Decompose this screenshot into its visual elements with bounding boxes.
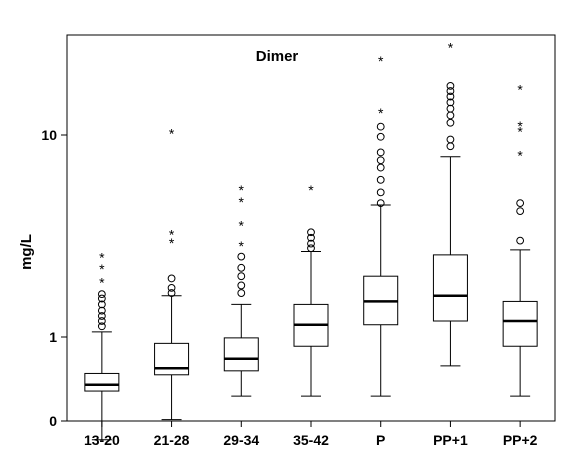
outlier-point bbox=[516, 199, 525, 208]
extreme-point: * bbox=[517, 124, 523, 140]
extreme-point: * bbox=[99, 275, 105, 291]
outlier-point bbox=[237, 289, 246, 297]
chart-title: Dimer bbox=[256, 48, 299, 65]
extreme-point: * bbox=[99, 250, 105, 266]
outlier-point bbox=[446, 118, 455, 127]
outlier-point bbox=[446, 98, 455, 107]
outlier-point bbox=[446, 92, 455, 101]
outlier-point bbox=[237, 281, 246, 290]
extreme-point: * bbox=[239, 238, 245, 254]
x-tick-label: 21-28 bbox=[154, 432, 190, 448]
outlier-point bbox=[307, 239, 315, 248]
outlier-point bbox=[167, 274, 176, 283]
x-tick-label: PP+2 bbox=[503, 432, 538, 448]
extreme-point: * bbox=[239, 182, 245, 198]
outlier-point bbox=[97, 300, 106, 309]
box-group-21-28: *** bbox=[154, 125, 190, 421]
outlier-point bbox=[376, 188, 385, 197]
box-group-PP+1: * bbox=[432, 39, 468, 367]
box-group-35-42: * bbox=[293, 182, 329, 397]
extreme-point: * bbox=[517, 118, 523, 134]
extreme-point: * bbox=[517, 81, 523, 97]
extreme-point: * bbox=[517, 148, 523, 164]
outlier-point bbox=[516, 236, 525, 245]
outlier-point bbox=[97, 294, 106, 303]
x-tick-label: 29-34 bbox=[223, 432, 259, 448]
outlier-point bbox=[446, 142, 455, 151]
outlier-point bbox=[97, 306, 106, 315]
box-group-P: ** bbox=[363, 53, 399, 397]
outlier-point bbox=[446, 111, 455, 120]
y-axis: 0 1 10 bbox=[41, 127, 67, 429]
box-group-29-34: **** bbox=[223, 182, 259, 397]
y-axis-label: mg/L bbox=[18, 234, 35, 270]
extreme-point: * bbox=[308, 182, 314, 198]
extreme-point: * bbox=[239, 218, 245, 234]
y-tick-label: 0 bbox=[49, 413, 57, 429]
outlier-point bbox=[376, 148, 385, 157]
x-tick-label: 35-42 bbox=[293, 432, 329, 448]
outlier-point bbox=[237, 252, 246, 261]
outlier-point bbox=[97, 312, 106, 320]
extreme-point: * bbox=[239, 194, 245, 210]
outlier-point bbox=[97, 317, 106, 325]
extreme-point: * bbox=[169, 125, 175, 141]
x-tick-label: PP+1 bbox=[433, 432, 468, 448]
outlier-point bbox=[167, 289, 176, 297]
extreme-point: * bbox=[169, 227, 175, 243]
outlier-point bbox=[237, 263, 246, 272]
box-group-13-20: *** bbox=[84, 250, 120, 441]
outlier-point bbox=[376, 122, 385, 131]
extreme-point: * bbox=[99, 261, 105, 277]
outlier-point bbox=[446, 135, 455, 144]
outlier-point bbox=[446, 82, 455, 90]
box-group-PP+2: **** bbox=[502, 81, 538, 397]
box bbox=[154, 342, 190, 376]
outlier-point bbox=[237, 272, 246, 281]
outlier-point bbox=[516, 207, 525, 216]
outlier-point bbox=[446, 87, 455, 95]
outlier-point bbox=[97, 290, 106, 299]
x-tick-label: P bbox=[376, 432, 385, 448]
outlier-point bbox=[376, 163, 385, 172]
outlier-point bbox=[307, 244, 315, 253]
box bbox=[84, 372, 120, 392]
outlier-point bbox=[446, 104, 455, 113]
extreme-point: * bbox=[378, 53, 384, 69]
y-tick-label: 1 bbox=[49, 329, 57, 345]
extreme-point: * bbox=[448, 39, 454, 55]
y-tick-label: 10 bbox=[41, 127, 57, 143]
box bbox=[502, 300, 538, 347]
outlier-point bbox=[307, 233, 315, 242]
outlier-point bbox=[376, 199, 385, 208]
outlier-point bbox=[376, 132, 385, 141]
box bbox=[223, 337, 259, 372]
extreme-point: * bbox=[378, 105, 384, 121]
boxes-layer: ********** ******** bbox=[84, 39, 538, 441]
outlier-point bbox=[167, 284, 176, 292]
box bbox=[432, 254, 468, 322]
outlier-point bbox=[376, 175, 385, 184]
outlier-point bbox=[307, 228, 315, 237]
outlier-point bbox=[376, 156, 385, 165]
extreme-point: * bbox=[169, 235, 175, 251]
outlier-point bbox=[97, 322, 106, 331]
